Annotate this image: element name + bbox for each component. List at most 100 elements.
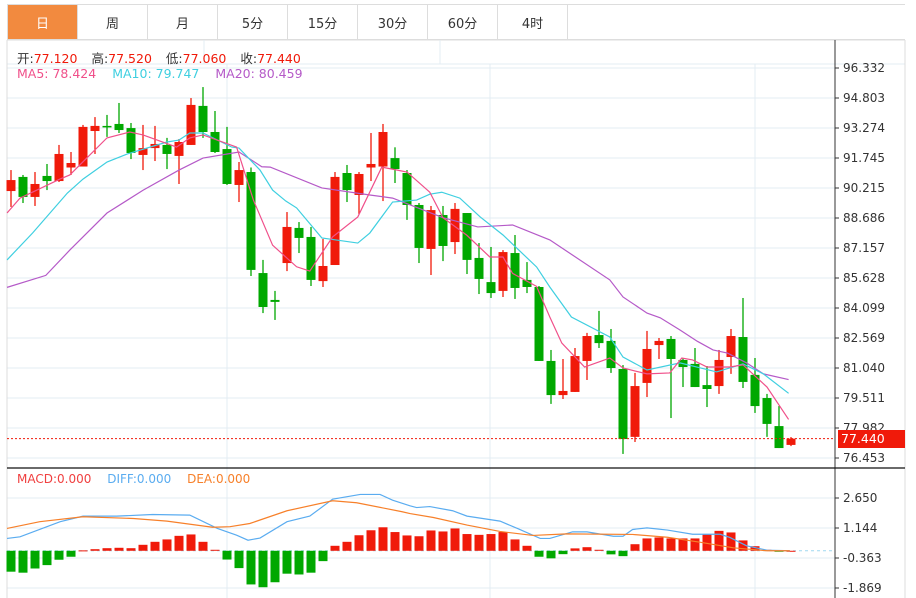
candle-body (738, 337, 748, 382)
candle-body (138, 148, 148, 155)
macd-bar (102, 548, 112, 551)
macd-axis-label: -1.869 (843, 581, 882, 595)
macd-bar (150, 541, 160, 551)
tab-5min[interactable]: 5分 (218, 5, 288, 39)
macd-bar (474, 534, 484, 551)
macd-bar (318, 550, 328, 562)
candle-body (642, 348, 652, 383)
macd-bar (714, 530, 724, 551)
price-axis-label: 96.332 (843, 61, 885, 75)
candle-body (258, 273, 268, 307)
candle-body (762, 398, 772, 424)
macd-bar (606, 550, 616, 555)
macd-bar (582, 547, 592, 551)
price-axis-label: 84.099 (843, 300, 885, 315)
macd-bar (114, 547, 124, 551)
macd-bar (126, 548, 136, 551)
macd-bar (90, 549, 100, 551)
diff-line (6, 493, 790, 552)
macd-bar (42, 550, 52, 566)
macd-bar (534, 550, 544, 557)
macd-bar (174, 535, 184, 551)
tab-day[interactable]: 日 (8, 5, 78, 39)
macd-bar (306, 550, 316, 573)
macd-bar (642, 538, 652, 551)
candle-body (786, 438, 796, 445)
macd-bar (630, 544, 640, 551)
candle-body (546, 360, 556, 396)
macd-bar (702, 534, 712, 551)
candle-body (342, 172, 352, 191)
candle-body (54, 153, 64, 182)
candle-body (6, 180, 16, 192)
macd-bar (138, 544, 148, 551)
macd-bar (462, 534, 472, 551)
macd-bar (414, 536, 424, 551)
macd-bar (198, 541, 208, 551)
candle-body (510, 253, 520, 288)
dea-line (6, 500, 790, 552)
macd-bar (330, 545, 340, 551)
current-price-tag: 77.440 (838, 430, 905, 448)
candle-body (78, 126, 88, 167)
macd-bar (246, 550, 256, 585)
macd-axis-label: 1.144 (843, 520, 878, 535)
macd-bar (786, 550, 796, 552)
macd-bar (618, 550, 628, 557)
candle-body (282, 226, 292, 264)
high-label: 高: (91, 51, 109, 66)
price-axis-label: 81.040 (843, 361, 885, 375)
candle-body (378, 131, 388, 167)
macd-bar (342, 541, 352, 551)
price-axis-label: 76.453 (843, 451, 885, 465)
open-value: 77.120 (33, 51, 78, 66)
price-axis-label: 85.628 (843, 270, 885, 285)
candle-body (126, 128, 136, 153)
candle-body (474, 257, 484, 279)
price-axis-label: 90.215 (843, 181, 885, 195)
ohlc-info: 开:77.120 高:77.520 低:77.060 收:77.440 (17, 48, 311, 67)
candle-body (162, 144, 172, 154)
macd-bar (378, 527, 388, 551)
candle-body (570, 356, 580, 392)
close-value: 77.440 (257, 51, 301, 66)
candle-body (90, 125, 100, 132)
macd-bar (234, 550, 244, 569)
tab-month[interactable]: 月 (148, 5, 218, 39)
candle-body (186, 104, 196, 145)
tab-60min[interactable]: 60分 (428, 5, 498, 39)
macd-bar (450, 528, 460, 551)
high-value: 77.520 (108, 51, 152, 66)
tab-30min[interactable]: 30分 (358, 5, 428, 39)
candle-body (582, 336, 592, 361)
tab-15min[interactable]: 15分 (288, 5, 358, 39)
macd-bar (186, 534, 196, 551)
tab-week[interactable]: 周 (78, 5, 148, 39)
tab-4hour[interactable]: 4时 (498, 5, 568, 39)
macd-bar (558, 550, 568, 555)
ma20-line (6, 151, 789, 381)
candle-body (630, 386, 640, 437)
candle-body (102, 125, 112, 128)
candle-body (234, 170, 244, 185)
ma-legend: MA5: 78.424 MA10: 79.747 MA20: 80.459 (17, 66, 315, 81)
macd-bar (54, 550, 64, 560)
candle-body (702, 385, 712, 390)
macd-bar (30, 550, 40, 569)
macd-legend-diff: DIFF:0.000 (107, 472, 172, 486)
macd-bar (162, 539, 172, 551)
close-label: 收: (240, 51, 258, 66)
macd-bar (594, 549, 604, 551)
open-label: 开: (17, 51, 34, 66)
macd-bar (426, 530, 436, 551)
macd-bar (270, 550, 280, 583)
macd-bar (438, 531, 448, 551)
ma5-line (6, 131, 790, 420)
macd-bar (18, 550, 28, 573)
price-axis-label: 91.745 (843, 150, 885, 165)
candle-body (174, 142, 184, 156)
candle-body (522, 279, 532, 287)
candle-body (390, 158, 400, 170)
macd-bar (390, 532, 400, 551)
